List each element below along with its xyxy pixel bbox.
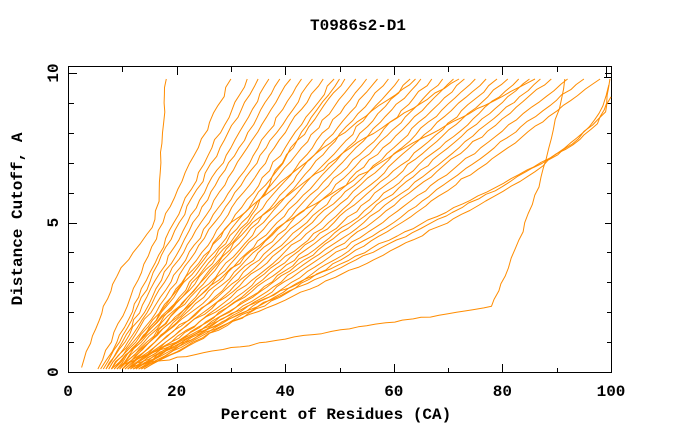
model-curve [124,78,433,370]
model-curve [124,78,422,370]
model-curve [138,78,541,370]
model-curve [97,78,232,370]
model-curve [100,78,248,370]
model-curve [127,78,444,370]
y-tick-label: 0 [45,367,63,377]
model-curve [138,78,530,370]
x-tick-label: 80 [493,383,512,401]
model-curve [130,78,465,370]
model-curve [138,96,612,364]
model-curve [105,78,270,370]
model-curve [108,78,291,370]
plot-border [68,66,612,373]
model-curves [81,78,612,370]
model-curve [108,78,302,370]
plot-frame [68,66,612,373]
y-tick-label: 10 [45,63,63,82]
y-axis-label: Distance Cutoff, A [9,132,27,305]
x-tick-label: 20 [167,383,186,401]
model-curve [116,78,368,370]
model-curve [116,78,416,370]
model-curve [119,78,378,370]
model-curve [141,78,568,370]
model-curve [127,78,611,364]
model-curve [132,78,487,370]
model-curve [121,78,400,370]
model-curve [127,78,536,370]
x-tick-label: 60 [384,383,403,401]
model-curve [105,78,281,370]
x-axis-label: Percent of Residues (CA) [221,406,451,424]
x-tick-label: 40 [276,383,295,401]
model-curve [141,78,552,370]
model-curve [121,78,460,370]
model-curve [111,78,340,370]
model-curve [81,78,167,368]
y-tick-label: 5 [45,218,63,228]
model-curve [133,78,566,367]
model-curve [116,78,357,370]
model-curve [132,78,498,370]
axis-ticks [68,67,612,373]
model-curve [135,78,509,370]
axis-tick-labels: 0 20 40 60 80 100 0 5 10 [45,63,625,401]
model-curve [110,78,313,370]
chart-title: T0986s2-D1 [310,17,406,35]
model-curve [121,78,411,370]
model-curve [143,78,601,370]
model-curve [122,84,610,365]
model-curve [110,78,324,370]
x-tick-label: 0 [63,383,73,401]
model-curve [102,78,259,370]
x-tick-label: 100 [597,383,626,401]
